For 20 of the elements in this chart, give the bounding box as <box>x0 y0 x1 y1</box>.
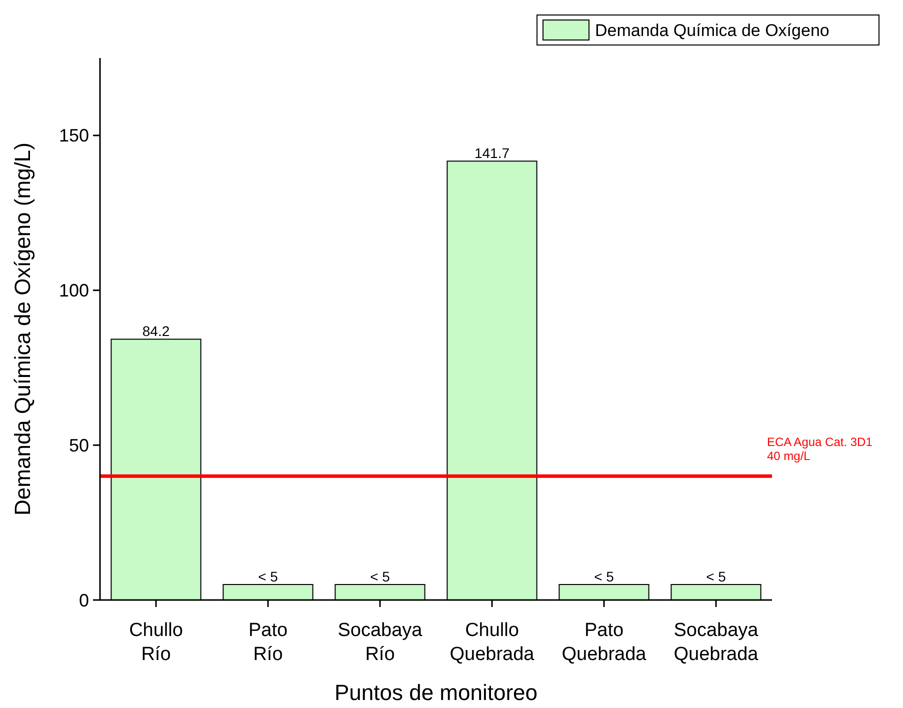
y-tick-label: 100 <box>58 280 89 301</box>
x-tick-label: Chullo Río <box>129 620 183 665</box>
data-label: < 5 <box>706 568 726 585</box>
data-label: 141.7 <box>474 145 510 162</box>
y-tick-label: 50 <box>68 435 89 456</box>
y-tick-label: 0 <box>78 590 89 610</box>
x-tick-label: Pato Quebrada <box>562 620 647 665</box>
data-label: < 5 <box>594 568 614 585</box>
legend-label: Demanda Química de Oxígeno <box>595 20 830 40</box>
y-tick-label: 150 <box>58 126 89 146</box>
x-axis-title: Puntos de monitoreo <box>334 680 538 705</box>
x-tick-label: Socabaya Quebrada <box>674 620 759 665</box>
x-tick-label: Chullo Quebrada <box>450 620 535 665</box>
x-tick-label: Pato Río <box>248 620 288 665</box>
ref-line-label: ECA Agua Cat. 3D1 40 mg/L <box>767 435 873 464</box>
data-label: 84.2 <box>142 323 170 340</box>
y-axis-title: Demanda Química de Oxígeno (mg/L) <box>10 142 35 516</box>
data-label: < 5 <box>258 568 278 585</box>
data-label: < 5 <box>370 568 390 585</box>
x-tick-label: Socabaya Río <box>338 620 423 665</box>
